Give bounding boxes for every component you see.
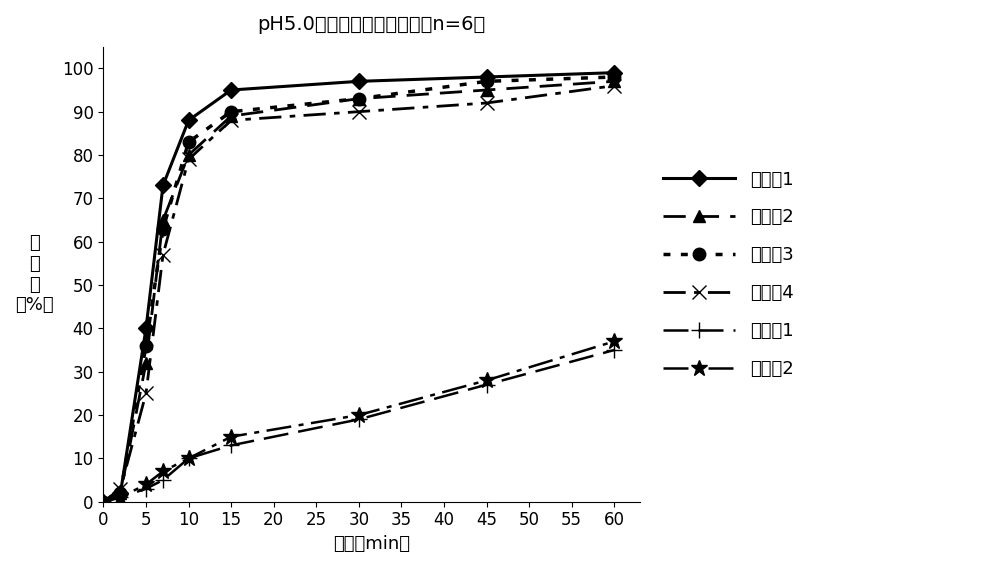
实施例3 [157,225,169,232]
市售品2 [481,377,493,384]
Y-axis label: 释
放
量
（%）: 释 放 量 （%） [15,234,54,315]
实施例1 [225,86,237,93]
市售品2 [183,455,195,462]
Line: 市售品2: 市售品2 [95,333,623,510]
市售品1 [353,416,365,423]
实施例1 [608,69,620,76]
实施例3 [97,498,109,505]
X-axis label: 时间（min）: 时间（min） [333,535,410,553]
实施例3 [183,139,195,145]
市售品1 [114,494,126,501]
Line: 实施例4: 实施例4 [96,79,621,509]
市售品1 [97,498,109,505]
实施例3 [481,78,493,85]
实施例3 [608,74,620,81]
实施例2 [157,216,169,223]
市售品1 [183,455,195,462]
市售品1 [608,346,620,353]
实施例2 [225,112,237,119]
实施例3 [353,95,365,102]
市售品2 [225,433,237,440]
实施例4 [608,82,620,89]
实施例1 [97,498,109,505]
实施例1 [481,74,493,81]
市售品2 [97,498,109,505]
实施例1 [157,182,169,189]
实施例3 [225,108,237,115]
实施例2 [140,360,152,366]
实施例2 [114,490,126,496]
实施例2 [481,86,493,93]
Title: pH5.0缓冲液中的溶出曲线（n=6）: pH5.0缓冲液中的溶出曲线（n=6） [257,15,486,34]
市售品2 [114,494,126,501]
市售品2 [157,468,169,475]
市售品1 [225,442,237,449]
实施例1 [140,325,152,332]
实施例1 [353,78,365,85]
市售品2 [353,412,365,419]
实施例4 [353,108,365,115]
Line: 实施例2: 实施例2 [97,75,620,508]
实施例1 [183,117,195,124]
市售品1 [481,381,493,388]
市售品1 [140,485,152,492]
实施例2 [183,152,195,158]
实施例4 [183,156,195,163]
Line: 市售品1: 市售品1 [96,343,622,509]
实施例2 [97,498,109,505]
市售品1 [157,477,169,483]
实施例3 [114,490,126,496]
实施例4 [481,99,493,106]
实施例1 [114,490,126,496]
市售品2 [608,338,620,345]
实施例4 [97,498,109,505]
Line: 实施例3: 实施例3 [97,71,620,508]
实施例3 [140,343,152,349]
Legend: 实施例1, 实施例2, 实施例3, 实施例4, 市售品1, 市售品2: 实施例1, 实施例2, 实施例3, 实施例4, 市售品1, 市售品2 [654,161,803,387]
实施例2 [353,95,365,102]
实施例2 [608,78,620,85]
Line: 实施例1: 实施例1 [98,67,620,507]
实施例4 [114,485,126,492]
实施例4 [140,390,152,397]
市售品2 [140,481,152,488]
实施例4 [225,117,237,124]
实施例4 [157,251,169,258]
